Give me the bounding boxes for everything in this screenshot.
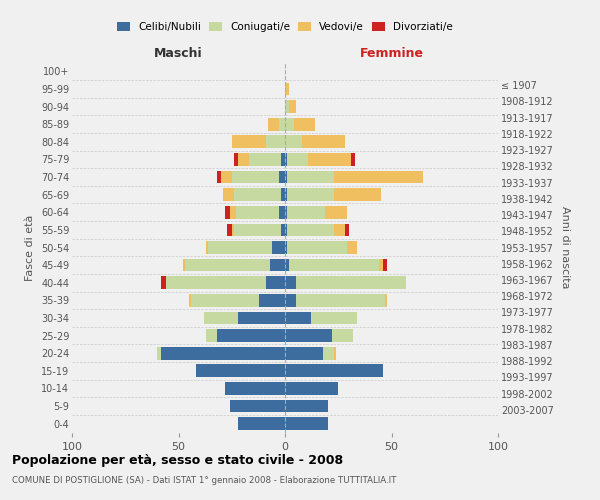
Bar bbox=[234, 224, 281, 236]
Bar bbox=[285, 382, 338, 395]
Bar bbox=[230, 206, 236, 218]
Bar bbox=[285, 400, 328, 412]
Bar bbox=[281, 188, 285, 201]
Bar bbox=[206, 330, 217, 342]
Bar bbox=[185, 259, 270, 272]
Bar bbox=[285, 188, 287, 201]
Bar bbox=[344, 224, 349, 236]
Bar bbox=[296, 276, 406, 289]
Bar bbox=[285, 118, 293, 130]
Legend: Celibi/Nubili, Coniugati/e, Vedovi/e, Divorziati/e: Celibi/Nubili, Coniugati/e, Vedovi/e, Di… bbox=[113, 18, 457, 36]
Bar bbox=[285, 312, 311, 324]
Bar bbox=[208, 241, 272, 254]
Bar bbox=[311, 312, 358, 324]
Y-axis label: Anni di nascita: Anni di nascita bbox=[560, 206, 571, 289]
Bar bbox=[183, 259, 185, 272]
Bar bbox=[226, 382, 285, 395]
Bar bbox=[230, 400, 285, 412]
Bar bbox=[161, 276, 166, 289]
Bar bbox=[285, 418, 328, 430]
Bar bbox=[332, 330, 353, 342]
Bar bbox=[285, 153, 287, 166]
Bar bbox=[206, 241, 208, 254]
Bar bbox=[285, 224, 287, 236]
Bar bbox=[238, 418, 285, 430]
Bar bbox=[259, 294, 285, 306]
Bar bbox=[285, 347, 323, 360]
Bar bbox=[285, 294, 296, 306]
Bar bbox=[204, 312, 238, 324]
Bar bbox=[285, 364, 383, 377]
Bar bbox=[238, 153, 249, 166]
Bar bbox=[281, 224, 285, 236]
Bar bbox=[379, 259, 383, 272]
Bar bbox=[272, 241, 285, 254]
Bar bbox=[232, 170, 278, 183]
Bar bbox=[166, 276, 266, 289]
Bar bbox=[285, 170, 287, 183]
Bar bbox=[268, 118, 278, 130]
Bar bbox=[238, 312, 285, 324]
Bar bbox=[334, 224, 344, 236]
Bar bbox=[221, 170, 232, 183]
Bar bbox=[217, 170, 221, 183]
Bar bbox=[293, 118, 315, 130]
Bar bbox=[285, 276, 296, 289]
Bar bbox=[234, 188, 281, 201]
Bar bbox=[296, 294, 385, 306]
Bar bbox=[383, 259, 387, 272]
Bar bbox=[285, 136, 302, 148]
Bar bbox=[287, 206, 325, 218]
Bar bbox=[325, 206, 347, 218]
Text: Maschi: Maschi bbox=[154, 47, 203, 60]
Bar bbox=[161, 347, 285, 360]
Bar bbox=[334, 170, 424, 183]
Text: COMUNE DI POSTIGLIONE (SA) - Dati ISTAT 1° gennaio 2008 - Elaborazione TUTTITALI: COMUNE DI POSTIGLIONE (SA) - Dati ISTAT … bbox=[12, 476, 397, 485]
Bar bbox=[278, 170, 285, 183]
Bar bbox=[227, 224, 232, 236]
Bar bbox=[249, 153, 281, 166]
Bar bbox=[278, 118, 285, 130]
Bar bbox=[385, 294, 387, 306]
Text: Femmine: Femmine bbox=[359, 47, 424, 60]
Y-axis label: Fasce di età: Fasce di età bbox=[25, 214, 35, 280]
Bar bbox=[226, 206, 230, 218]
Bar bbox=[302, 136, 344, 148]
Bar bbox=[191, 294, 259, 306]
Bar bbox=[308, 153, 351, 166]
Bar bbox=[285, 82, 289, 96]
Bar bbox=[285, 206, 287, 218]
Bar bbox=[189, 294, 191, 306]
Bar bbox=[334, 347, 336, 360]
Bar bbox=[270, 259, 285, 272]
Bar bbox=[236, 206, 278, 218]
Bar bbox=[351, 153, 355, 166]
Bar bbox=[281, 153, 285, 166]
Bar bbox=[285, 259, 289, 272]
Bar bbox=[278, 206, 285, 218]
Bar bbox=[287, 170, 334, 183]
Bar bbox=[266, 136, 285, 148]
Bar bbox=[196, 364, 285, 377]
Bar bbox=[334, 188, 381, 201]
Bar bbox=[234, 153, 238, 166]
Bar bbox=[285, 330, 332, 342]
Bar bbox=[232, 224, 234, 236]
Bar bbox=[287, 188, 334, 201]
Bar bbox=[287, 224, 334, 236]
Bar bbox=[157, 347, 161, 360]
Text: Popolazione per età, sesso e stato civile - 2008: Popolazione per età, sesso e stato civil… bbox=[12, 454, 343, 467]
Bar bbox=[287, 241, 347, 254]
Bar bbox=[285, 100, 289, 113]
Bar bbox=[289, 100, 296, 113]
Bar bbox=[232, 136, 266, 148]
Bar bbox=[287, 153, 308, 166]
Bar bbox=[266, 276, 285, 289]
Bar bbox=[285, 241, 287, 254]
Bar bbox=[217, 330, 285, 342]
Bar bbox=[223, 188, 234, 201]
Bar bbox=[347, 241, 358, 254]
Bar bbox=[323, 347, 334, 360]
Bar bbox=[289, 259, 379, 272]
